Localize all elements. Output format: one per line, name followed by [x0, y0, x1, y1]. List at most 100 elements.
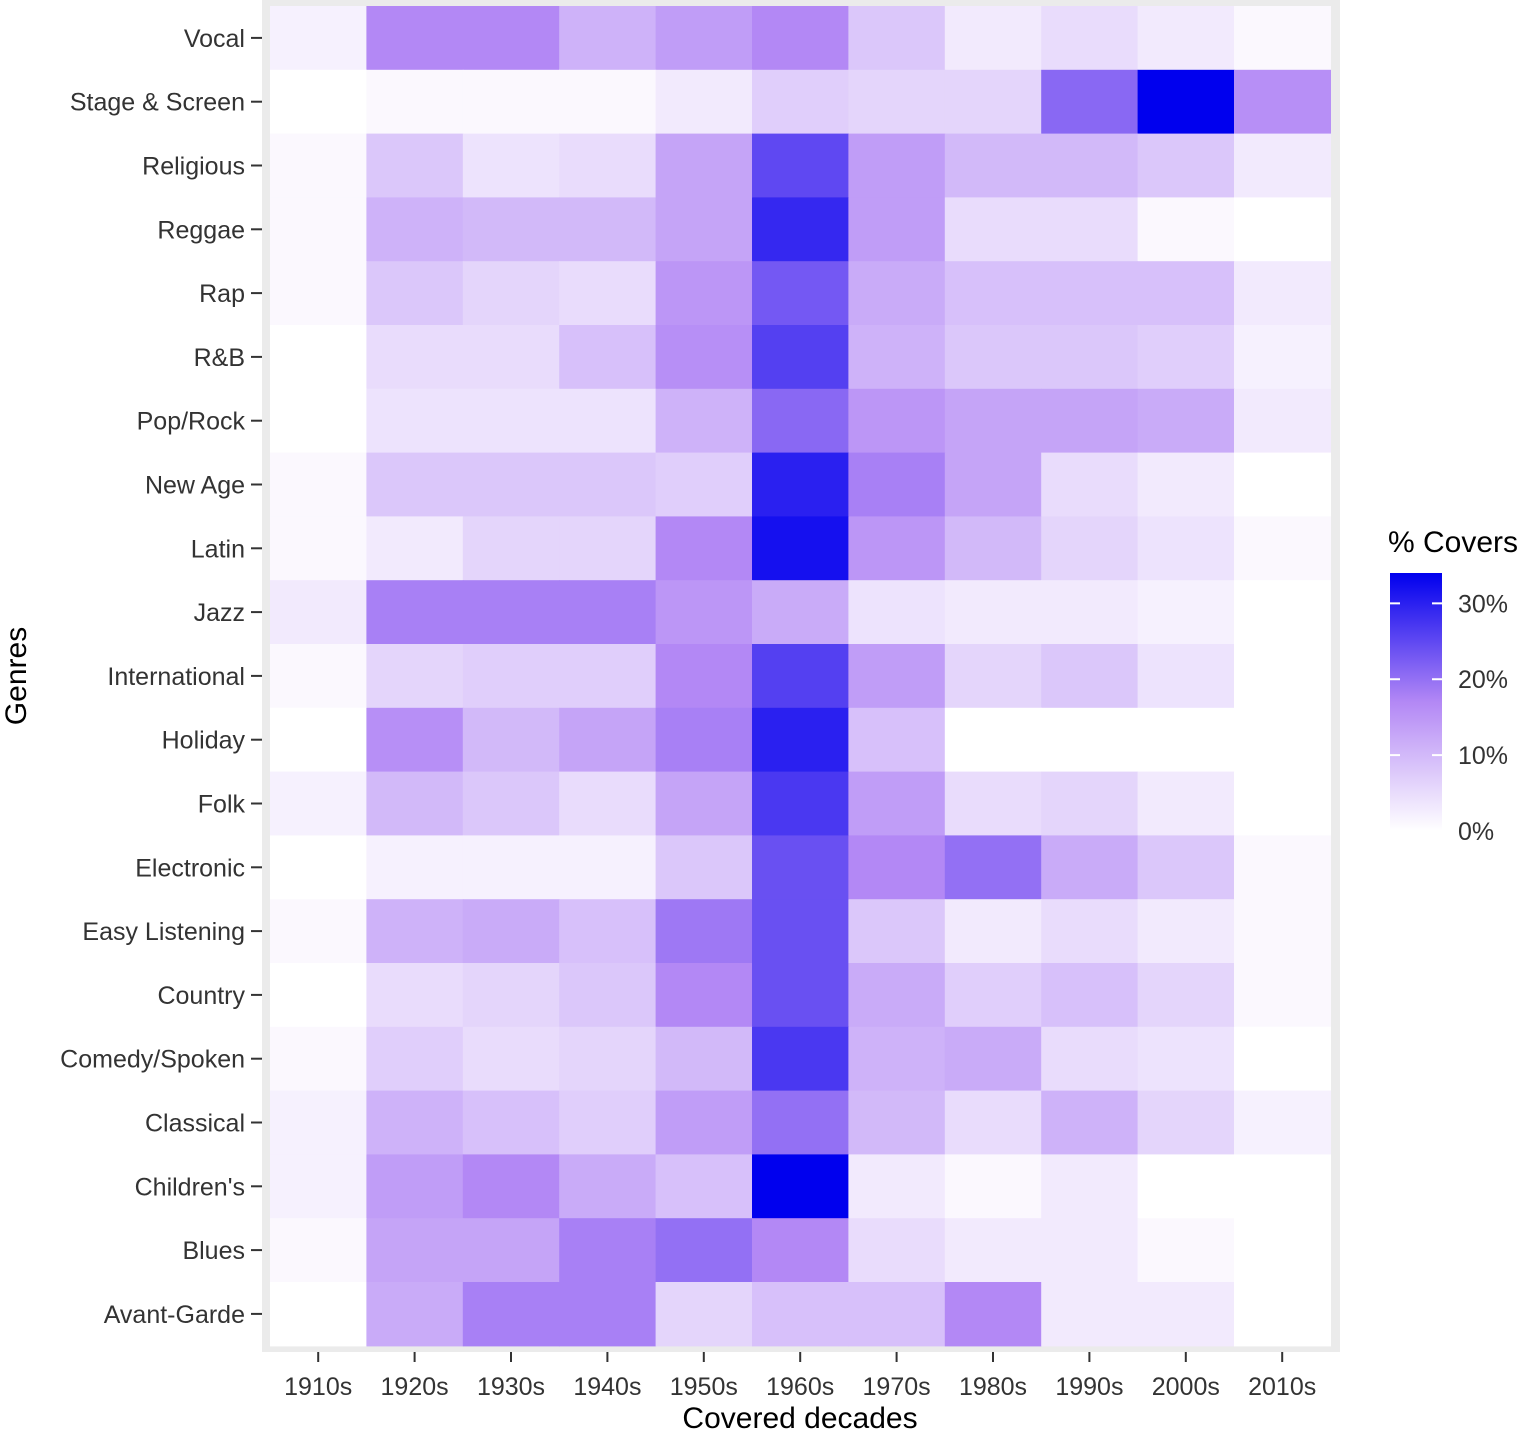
cell-holiday-1910s	[270, 707, 367, 773]
cell-folk-1960s	[752, 771, 849, 836]
cell-new-age-1920s	[366, 452, 464, 517]
cell-international-1930s	[462, 644, 560, 709]
cell-children-s-1980s	[944, 1154, 1042, 1219]
cell-religious-1960s	[752, 133, 849, 198]
cell-comedy-spoken-1920s	[366, 1026, 464, 1092]
cell-children-s-1960s	[752, 1154, 849, 1219]
cell-folk-1970s	[848, 771, 946, 836]
cell-vocal-1970s	[848, 6, 946, 71]
cell-reggae-1910s	[270, 197, 367, 262]
cell-children-s-2010s	[1234, 1154, 1331, 1219]
cell-blues-2010s	[1234, 1218, 1331, 1283]
cell-classical-1910s	[270, 1090, 367, 1155]
cell-reggae-1930s	[462, 197, 560, 262]
x-tick-label-1920s: 1920s	[381, 1373, 449, 1401]
cell-country-1930s	[462, 963, 560, 1028]
cell-electronic-1980s	[944, 835, 1042, 900]
cell-reggae-1990s	[1041, 197, 1139, 262]
cell-holiday-1920s	[366, 707, 464, 773]
cell-new-age-1910s	[270, 452, 367, 517]
cell-new-age-1980s	[944, 452, 1042, 517]
cell-blues-1940s	[559, 1218, 657, 1283]
cell-latin-2010s	[1234, 516, 1331, 581]
cell-international-1920s	[366, 644, 464, 709]
cell-comedy-spoken-1970s	[848, 1026, 946, 1092]
cell-latin-1960s	[752, 516, 849, 581]
cell-stage-screen-1950s	[655, 69, 753, 135]
cell-jazz-1960s	[752, 580, 849, 645]
cell-easy-listening-1960s	[752, 899, 849, 964]
cell-vocal-1980s	[944, 6, 1042, 71]
cell-rap-1980s	[944, 261, 1042, 326]
cell-international-1980s	[944, 644, 1042, 709]
cell-international-1950s	[655, 644, 753, 709]
cell-holiday-1980s	[944, 707, 1042, 773]
cell-new-age-2010s	[1234, 452, 1331, 517]
x-tick-label-1940s: 1940s	[573, 1373, 641, 1401]
cell-religious-1920s	[366, 133, 464, 198]
cell-rap-1990s	[1041, 261, 1139, 326]
cell-religious-1970s	[848, 133, 946, 198]
cell-new-age-1960s	[752, 452, 849, 517]
cell-international-1960s	[752, 644, 849, 709]
cell-folk-1980s	[944, 771, 1042, 836]
cell-pop-rock-2000s	[1137, 388, 1235, 454]
cell-jazz-1930s	[462, 580, 560, 645]
cell-international-1910s	[270, 644, 367, 709]
y-tick-label-r-b: R&B	[194, 344, 245, 372]
cell-holiday-1970s	[848, 707, 946, 773]
cell-holiday-1930s	[462, 707, 560, 773]
cell-children-s-1940s	[559, 1154, 657, 1219]
cell-new-age-2000s	[1137, 452, 1235, 517]
cell-stage-screen-1990s	[1041, 69, 1139, 135]
x-tick-label-1970s: 1970s	[863, 1373, 931, 1401]
legend-label-30: 30%	[1458, 590, 1508, 618]
cell-vocal-1960s	[752, 6, 849, 71]
cell-pop-rock-1930s	[462, 388, 560, 454]
x-tick-label-1960s: 1960s	[766, 1373, 834, 1401]
cell-avant-garde-1970s	[848, 1282, 946, 1347]
cell-religious-1980s	[944, 133, 1042, 198]
cell-new-age-1970s	[848, 452, 946, 517]
cell-children-s-1920s	[366, 1154, 464, 1219]
cell-jazz-2010s	[1234, 580, 1331, 645]
cell-pop-rock-1910s	[270, 388, 367, 454]
cell-holiday-1960s	[752, 707, 849, 773]
y-axis: Vocal Stage & Screen Religious Reggae Rap R&B…	[60, 25, 262, 1329]
y-tick-label-blues: Blues	[182, 1237, 245, 1265]
cell-stage-screen-1970s	[848, 69, 946, 135]
cell-international-2000s	[1137, 644, 1235, 709]
cell-children-s-1930s	[462, 1154, 560, 1219]
legend-label-20: 20%	[1458, 666, 1508, 694]
cell-electronic-1920s	[366, 835, 464, 900]
cell-folk-1950s	[655, 771, 753, 836]
cell-folk-2010s	[1234, 771, 1331, 836]
y-tick-label-classical: Classical	[145, 1110, 245, 1138]
cell-stage-screen-1930s	[462, 69, 560, 135]
x-tick-label-1950s: 1950s	[670, 1373, 738, 1401]
cell-religious-1930s	[462, 133, 560, 198]
cell-latin-1930s	[462, 516, 560, 581]
cell-comedy-spoken-1990s	[1041, 1026, 1139, 1092]
cell-religious-1940s	[559, 133, 657, 198]
y-tick-label-reggae: Reggae	[157, 216, 245, 244]
cell-avant-garde-1950s	[655, 1282, 753, 1347]
cell-classical-1930s	[462, 1090, 560, 1155]
cell-pop-rock-1940s	[559, 388, 657, 454]
y-tick-label-latin: Latin	[191, 535, 245, 563]
cell-latin-1910s	[270, 516, 367, 581]
cell-folk-2000s	[1137, 771, 1235, 836]
y-tick-label-folk: Folk	[198, 791, 246, 819]
cell-stage-screen-1910s	[270, 69, 367, 135]
x-axis-title: Covered decades	[682, 1402, 917, 1433]
y-tick-label-new-age: New Age	[145, 472, 245, 500]
cell-new-age-1940s	[559, 452, 657, 517]
y-tick-label-stage-screen: Stage & Screen	[70, 89, 245, 117]
cell-electronic-1910s	[270, 835, 367, 900]
cell-classical-1960s	[752, 1090, 849, 1155]
cell-country-2000s	[1137, 963, 1235, 1028]
cell-country-1990s	[1041, 963, 1139, 1028]
cell-classical-2000s	[1137, 1090, 1235, 1155]
cell-country-1980s	[944, 963, 1042, 1028]
cell-electronic-1970s	[848, 835, 946, 900]
